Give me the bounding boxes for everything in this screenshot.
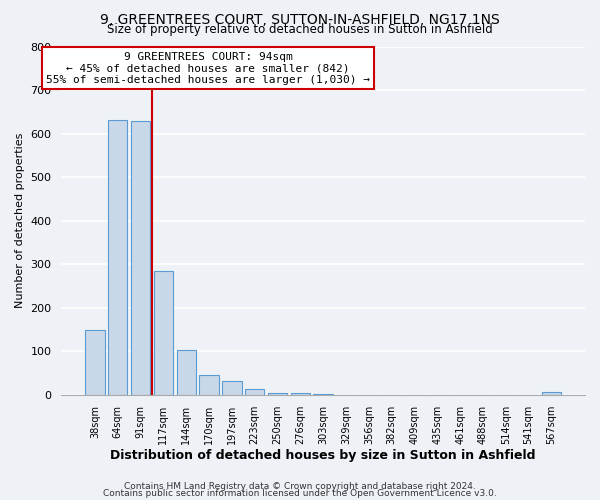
Bar	[268, 392, 287, 395]
Y-axis label: Number of detached properties: Number of detached properties	[15, 133, 25, 308]
Bar	[131, 122, 150, 395]
Text: Contains public sector information licensed under the Open Government Licence v3: Contains public sector information licen…	[103, 490, 497, 498]
Bar	[85, 330, 104, 395]
Text: Contains HM Land Registry data © Crown copyright and database right 2024.: Contains HM Land Registry data © Crown c…	[124, 482, 476, 491]
Bar	[108, 120, 127, 395]
Bar	[176, 350, 196, 395]
Bar	[313, 394, 333, 395]
Bar	[154, 270, 173, 395]
Bar	[290, 393, 310, 395]
Text: Size of property relative to detached houses in Sutton in Ashfield: Size of property relative to detached ho…	[107, 22, 493, 36]
Bar	[222, 382, 242, 395]
X-axis label: Distribution of detached houses by size in Sutton in Ashfield: Distribution of detached houses by size …	[110, 450, 536, 462]
Bar	[542, 392, 561, 395]
Text: 9, GREENTREES COURT, SUTTON-IN-ASHFIELD, NG17 1NS: 9, GREENTREES COURT, SUTTON-IN-ASHFIELD,…	[100, 12, 500, 26]
Bar	[245, 389, 265, 395]
Bar	[199, 375, 219, 395]
Text: 9 GREENTREES COURT: 94sqm
← 45% of detached houses are smaller (842)
55% of semi: 9 GREENTREES COURT: 94sqm ← 45% of detac…	[46, 52, 370, 85]
